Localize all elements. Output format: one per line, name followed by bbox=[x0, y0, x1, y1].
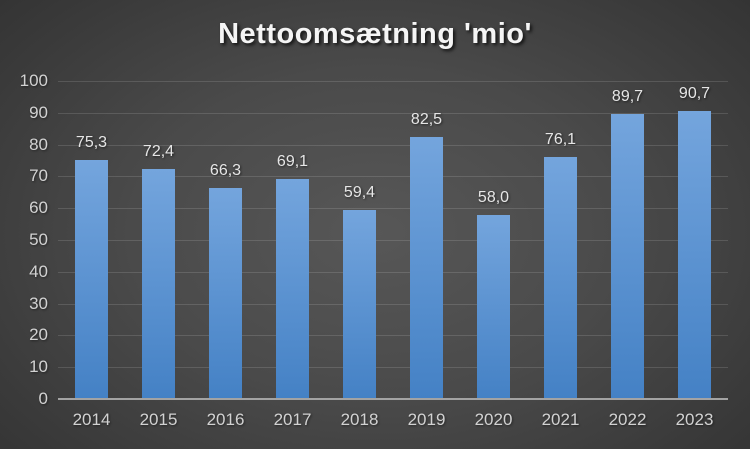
y-axis-tick-90: 90 bbox=[29, 102, 48, 122]
y-axis-tick-0: 0 bbox=[38, 389, 48, 408]
y-axis-tick-30: 30 bbox=[29, 293, 48, 313]
y-axis-tick-50: 50 bbox=[29, 230, 48, 249]
gridline-60 bbox=[58, 208, 728, 210]
x-axis-label-2020: 2020 bbox=[474, 410, 513, 429]
bar-value-label-2017: 69,1 bbox=[276, 153, 309, 171]
gridline-90 bbox=[58, 112, 728, 114]
x-axis-label-2017: 2017 bbox=[273, 410, 312, 429]
x-axis-label-2016: 2016 bbox=[206, 410, 245, 429]
bar-value-label-2020: 58,0 bbox=[477, 188, 510, 206]
gridline-50 bbox=[58, 240, 728, 241]
bar-value-label-2018: 59,4 bbox=[343, 184, 376, 202]
bar-2015 bbox=[142, 168, 175, 399]
bar-value-label-2015: 72,4 bbox=[142, 142, 175, 160]
y-axis-tick-60: 60 bbox=[29, 198, 48, 218]
bar-value-label-2021: 76,1 bbox=[544, 131, 577, 149]
gridline-80 bbox=[58, 144, 728, 146]
bar-2022 bbox=[611, 113, 644, 399]
y-axis-tick-10: 10 bbox=[29, 357, 48, 377]
x-axis-label-2014: 2014 bbox=[72, 410, 111, 429]
gridline-40 bbox=[58, 271, 728, 273]
y-axis-tick-20: 20 bbox=[29, 325, 48, 345]
gridline-100 bbox=[58, 81, 728, 82]
gridline-10 bbox=[58, 367, 728, 369]
x-axis-label-2015: 2015 bbox=[139, 410, 178, 429]
y-axis-tick-100: 100 bbox=[19, 71, 48, 90]
bar-value-label-2022: 89,7 bbox=[611, 87, 644, 105]
bar-2021 bbox=[544, 157, 577, 399]
x-axis-label-2019: 2019 bbox=[407, 410, 446, 429]
gridline-30 bbox=[58, 303, 728, 305]
bar-2019 bbox=[410, 136, 443, 399]
y-axis-tick-40: 40 bbox=[29, 261, 48, 281]
bar-2016 bbox=[209, 188, 242, 399]
y-axis-tick-70: 70 bbox=[29, 166, 48, 186]
x-axis: 2014 2015 2016 2017 2018 2019 2020 2021 2022 2023 bbox=[58, 407, 728, 433]
chart-title: Nettoomsætning 'mio' bbox=[218, 18, 532, 50]
x-axis-label-2018: 2018 bbox=[340, 410, 379, 429]
plot-area: 75,3 72,4 66,3 69,1 59,4 82,5 58,0 76,1 89,7 90,7 bbox=[58, 81, 728, 400]
bar-value-label-2019: 82,5 bbox=[410, 110, 443, 128]
x-axis-label-2022: 2022 bbox=[608, 410, 647, 429]
bar-2023 bbox=[678, 110, 711, 399]
gridline-70 bbox=[58, 176, 728, 178]
y-axis-tick-80: 80 bbox=[29, 134, 48, 154]
bar-2014 bbox=[75, 159, 108, 399]
x-axis-label-2021: 2021 bbox=[541, 410, 580, 429]
bar-2017 bbox=[276, 179, 309, 399]
x-axis-label-2023: 2023 bbox=[675, 410, 714, 429]
y-axis: 0 10 20 30 40 50 60 70 80 90 100 bbox=[0, 71, 48, 408]
bar-value-label-2023: 90,7 bbox=[678, 84, 711, 102]
bar-value-label-2016: 66,3 bbox=[209, 162, 242, 180]
bar-2020 bbox=[477, 214, 510, 399]
gridline-20 bbox=[58, 335, 728, 337]
bar-value-label-2014: 75,3 bbox=[75, 133, 108, 151]
bar-2018 bbox=[343, 210, 376, 399]
x-axis-line bbox=[58, 398, 728, 400]
